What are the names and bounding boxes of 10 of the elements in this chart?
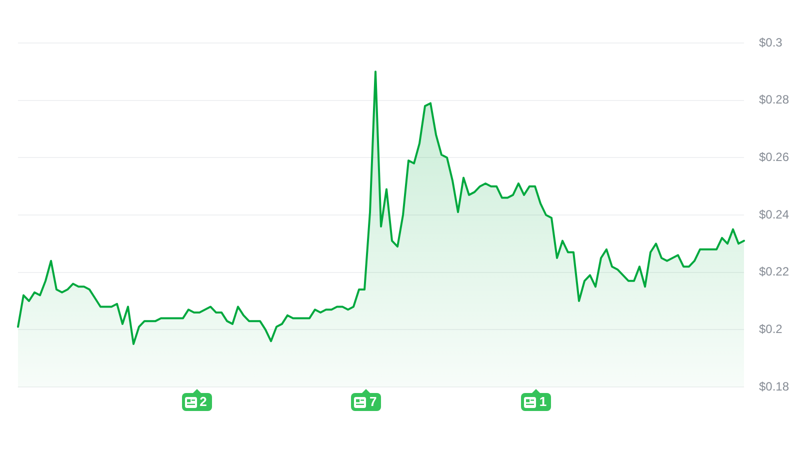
y-tick-label: $0.2 xyxy=(759,322,783,336)
text: 7 xyxy=(369,394,377,409)
y-tick-label: $0.22 xyxy=(759,264,790,279)
y-tick-label: $0.28 xyxy=(759,92,790,107)
y-tick-label: $0.18 xyxy=(759,379,790,394)
y-tick-label: $0.24 xyxy=(759,207,790,222)
text: 2 xyxy=(200,394,207,409)
text: 1 xyxy=(539,394,547,409)
y-tick-label: $0.3 xyxy=(759,35,783,50)
y-tick-label: $0.26 xyxy=(759,150,790,164)
